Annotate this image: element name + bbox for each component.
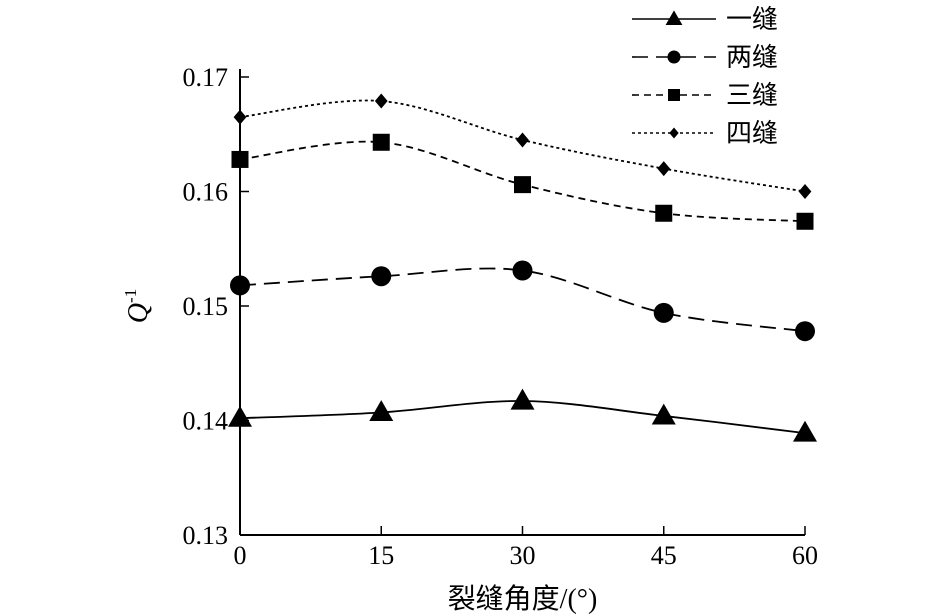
data-point xyxy=(516,132,529,148)
data-point xyxy=(374,93,388,109)
data-point xyxy=(651,403,676,425)
y-tick-label: 0.15 xyxy=(183,292,229,321)
series-layer xyxy=(228,93,817,442)
y-tick-label: 0.16 xyxy=(183,178,229,207)
series-3 xyxy=(231,133,814,230)
y-tick-label: 0.17 xyxy=(183,63,229,92)
series-1 xyxy=(228,388,817,442)
legend-label: 三缝 xyxy=(726,81,778,110)
legend-marker xyxy=(669,127,679,139)
y-axis-title-superscript: -1 xyxy=(121,289,140,303)
data-point xyxy=(798,184,812,199)
x-tick-label: 30 xyxy=(510,541,536,570)
data-point xyxy=(514,176,531,194)
legend-item: 一缝 xyxy=(632,5,778,34)
data-point xyxy=(369,400,394,422)
data-point xyxy=(512,260,533,281)
axis-ticks: 0.13 0.14 0.15 0.16 0.17 0 15 30 45 60 xyxy=(183,63,819,570)
data-point xyxy=(795,321,815,342)
x-tick-label: 15 xyxy=(368,541,394,570)
legend-label: 四缝 xyxy=(726,119,778,148)
data-point xyxy=(233,109,247,125)
data-point xyxy=(796,212,814,230)
y-axis-title: Q-1 xyxy=(121,289,154,323)
legend-marker xyxy=(665,10,683,25)
y-axis-title-main: Q xyxy=(123,303,154,323)
data-point xyxy=(793,420,817,442)
data-point xyxy=(230,275,250,296)
legend-label: 一缝 xyxy=(726,5,778,34)
legend-item: 两缝 xyxy=(632,43,778,72)
series-line xyxy=(239,267,806,333)
x-axis-title: 裂缝角度/(°) xyxy=(448,583,598,615)
data-point xyxy=(653,302,674,323)
x-tick-label: 45 xyxy=(651,541,677,570)
x-tick-label: 60 xyxy=(792,541,818,570)
legend-marker xyxy=(667,50,681,64)
series-4 xyxy=(233,93,812,199)
data-point xyxy=(231,150,249,168)
data-point xyxy=(657,161,671,177)
y-tick-label: 0.14 xyxy=(183,407,229,436)
data-point xyxy=(510,388,535,410)
data-point xyxy=(371,266,392,287)
data-point xyxy=(372,133,390,151)
legend-item: 三缝 xyxy=(632,81,778,110)
legend-item: 四缝 xyxy=(632,119,778,148)
data-point xyxy=(228,405,252,427)
series-2 xyxy=(230,260,815,342)
x-tick-label: 0 xyxy=(234,541,247,570)
plot-area: 0.13 0.14 0.15 0.16 0.17 0 15 30 45 60 xyxy=(183,63,819,570)
y-tick-label: 0.13 xyxy=(183,521,229,550)
legend-marker xyxy=(668,89,680,101)
data-point xyxy=(655,204,673,222)
legend-label: 两缝 xyxy=(726,43,778,72)
